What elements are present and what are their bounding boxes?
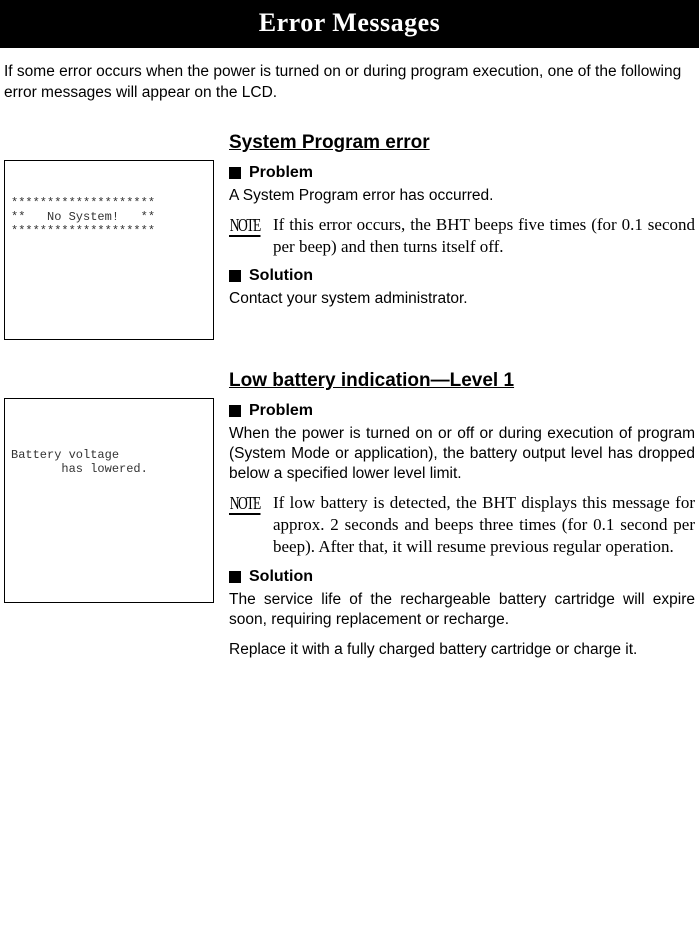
solution-label: Solution: [249, 568, 313, 586]
lcd-column: Battery voltage has lowered.: [4, 370, 229, 666]
content-column: Low battery indication—Level 1 Problem W…: [229, 370, 695, 666]
problem-text: When the power is turned on or off or du…: [229, 424, 695, 484]
problem-heading-row: Problem: [229, 164, 695, 182]
content-column: System Program error Problem A System Pr…: [229, 132, 695, 340]
solution-text: Replace it with a fully charged battery …: [229, 640, 695, 660]
lcd-screen: Battery voltage has lowered.: [4, 398, 214, 603]
note-icon: NOTE: [229, 492, 273, 557]
lcd-screen: ******************** ** No System! ** **…: [4, 160, 214, 340]
square-bullet-icon: [229, 270, 241, 282]
solution-label: Solution: [249, 267, 313, 285]
square-bullet-icon: [229, 405, 241, 417]
note-text: If low battery is detected, the BHT disp…: [273, 492, 695, 557]
solution-text: Contact your system administrator.: [229, 289, 695, 309]
page-header: Error Messages: [0, 0, 699, 48]
note-label: NOTE: [229, 494, 261, 515]
problem-label: Problem: [249, 164, 313, 182]
page-body: If some error occurs when the power is t…: [0, 62, 699, 666]
square-bullet-icon: [229, 571, 241, 583]
error-section: ******************** ** No System! ** **…: [4, 132, 695, 340]
solution-heading-row: Solution: [229, 568, 695, 586]
note-label: NOTE: [229, 216, 261, 237]
section-title: System Program error: [229, 132, 695, 154]
solution-heading-row: Solution: [229, 267, 695, 285]
problem-heading-row: Problem: [229, 402, 695, 420]
problem-label: Problem: [249, 402, 313, 420]
note-text: If this error occurs, the BHT beeps five…: [273, 214, 695, 258]
note-icon: NOTE: [229, 214, 273, 258]
intro-text: If some error occurs when the power is t…: [4, 62, 695, 104]
lcd-column: ******************** ** No System! ** **…: [4, 132, 229, 340]
problem-text: A System Program error has occurred.: [229, 186, 695, 206]
section-title: Low battery indication—Level 1: [229, 370, 695, 392]
solution-text: The service life of the rechargeable bat…: [229, 590, 695, 630]
error-section: Battery voltage has lowered. Low battery…: [4, 370, 695, 666]
note-row: NOTE If this error occurs, the BHT beeps…: [229, 214, 695, 258]
note-row: NOTE If low battery is detected, the BHT…: [229, 492, 695, 557]
square-bullet-icon: [229, 167, 241, 179]
